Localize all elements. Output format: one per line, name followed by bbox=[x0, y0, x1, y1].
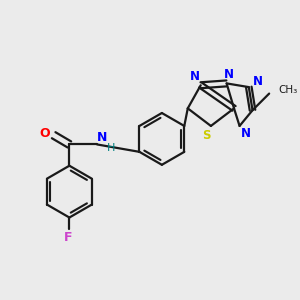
Text: O: O bbox=[39, 127, 50, 140]
Text: N: N bbox=[253, 75, 263, 88]
Text: N: N bbox=[241, 127, 251, 140]
Text: N: N bbox=[97, 131, 107, 145]
Text: N: N bbox=[190, 70, 200, 83]
Text: N: N bbox=[224, 68, 233, 81]
Text: S: S bbox=[202, 129, 211, 142]
Text: F: F bbox=[64, 231, 73, 244]
Text: H: H bbox=[107, 143, 115, 153]
Text: CH₃: CH₃ bbox=[278, 85, 298, 95]
